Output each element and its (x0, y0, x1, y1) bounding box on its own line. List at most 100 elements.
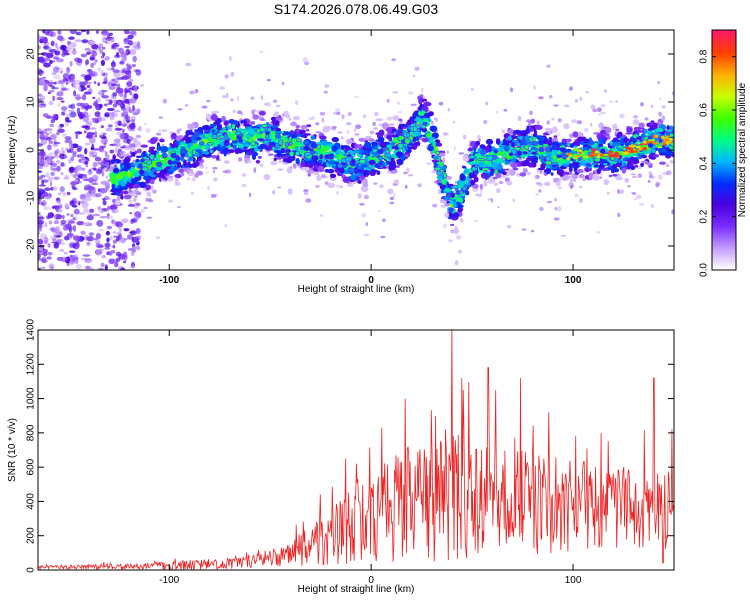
heatmap-cell (82, 175, 87, 180)
heatmap-cell (115, 87, 124, 94)
heatmap-cell (263, 174, 271, 181)
heatmap-cell (331, 136, 339, 143)
heatmap-cell (122, 144, 127, 148)
heatmap-cell (51, 238, 57, 241)
heatmap-cell (89, 208, 95, 213)
heatmap-cell (240, 120, 244, 124)
heatmap-cell (100, 262, 105, 267)
heatmap-cell (468, 154, 476, 160)
heatmap-cell (38, 35, 45, 41)
heatmap-cell (213, 169, 215, 174)
heatmap-cell (88, 177, 95, 184)
heatmap-cell (180, 148, 188, 155)
heatmap-cell (138, 126, 142, 129)
heatmap-cell (43, 236, 49, 243)
heatmap-cell (271, 125, 278, 128)
heatmap-cell (53, 56, 60, 60)
heatmap-cell (640, 162, 644, 167)
heatmap-cell (234, 148, 240, 155)
heatmap-cell (90, 71, 93, 75)
heatmap-cell (535, 125, 543, 130)
heatmap-cell (404, 138, 411, 145)
heatmap-cell (110, 37, 115, 43)
heatmap-cell (38, 56, 45, 63)
heatmap-cell (71, 197, 78, 200)
heatmap-cell (584, 127, 589, 133)
heatmap-cell (303, 191, 309, 196)
heatmap-cell (305, 198, 312, 203)
heatmap-cell (458, 249, 463, 254)
heatmap-cell (431, 159, 438, 163)
heatmap-cell (347, 111, 352, 117)
heatmap-cell (364, 141, 372, 149)
heatmap-cell (40, 202, 45, 206)
heatmap-cell (262, 144, 268, 149)
heatmap-cell (53, 74, 61, 80)
heatmap-cell (492, 176, 498, 180)
heatmap-cell (66, 191, 71, 196)
heatmap-cell (94, 111, 101, 117)
heatmap-cell (124, 45, 130, 49)
heatmap-cell (390, 165, 397, 168)
heatmap-cell (473, 176, 479, 183)
heatmap-cell (104, 56, 110, 61)
heatmap-cell (585, 163, 592, 167)
heatmap-cell (630, 165, 636, 171)
snr-xlabel: Height of straight line (km) (298, 584, 415, 595)
heatmap-cell (94, 179, 97, 184)
heatmap-cell (459, 174, 467, 181)
heatmap-cell (257, 138, 265, 142)
heatmap-cell (150, 168, 158, 173)
heatmap-cell (42, 30, 46, 34)
heatmap-cell (146, 216, 153, 219)
heatmap-cell (188, 153, 192, 157)
heatmap-cell (310, 135, 315, 141)
heatmap-cell (369, 130, 375, 135)
heatmap-cell (166, 177, 174, 182)
heatmap-cell (85, 59, 90, 65)
heatmap-cell (563, 123, 570, 130)
heatmap-cell (368, 135, 371, 138)
heatmap-cell (91, 151, 98, 157)
heatmap-cell (521, 228, 527, 231)
heatmap-cell (346, 138, 353, 145)
heatmap-cell (50, 171, 55, 176)
heatmap-cell (479, 144, 486, 149)
heatmap-cell (440, 205, 447, 208)
heatmap-cell (210, 193, 217, 198)
heatmap-cell (317, 159, 323, 164)
heatmap-cell (82, 222, 90, 226)
heatmap-cell (112, 239, 117, 245)
x-tick-label: 100 (565, 575, 582, 586)
heatmap-cell (530, 229, 535, 233)
heatmap-cell (104, 247, 111, 250)
heatmap-cell (262, 140, 270, 145)
heatmap-cell (84, 87, 87, 90)
heatmap-cell (40, 266, 46, 269)
heatmap-cell (206, 145, 211, 150)
heatmap-cell (256, 128, 261, 134)
heatmap-cell (127, 234, 134, 240)
heatmap-cell (372, 169, 379, 172)
heatmap-cell (292, 163, 297, 169)
heatmap-cell (443, 172, 448, 178)
heatmap-cell (644, 128, 648, 135)
heatmap-cell (641, 154, 648, 159)
heatmap-cell (165, 166, 171, 170)
heatmap-cell (193, 131, 201, 137)
heatmap-cell (487, 178, 496, 184)
heatmap-cell (452, 120, 455, 124)
heatmap-cell (330, 173, 337, 178)
heatmap-cell (327, 153, 335, 158)
heatmap-cell (227, 124, 232, 130)
heatmap-cell (65, 82, 69, 85)
heatmap-cell (135, 202, 141, 206)
x-tick-label: -100 (159, 575, 179, 586)
heatmap-cell (81, 195, 90, 203)
heatmap-cell (546, 120, 550, 125)
heatmap-cell (105, 98, 111, 102)
heatmap-cell (377, 136, 385, 143)
heatmap-cell (88, 170, 92, 174)
heatmap-cell (92, 96, 96, 99)
heatmap-cell (338, 185, 344, 189)
